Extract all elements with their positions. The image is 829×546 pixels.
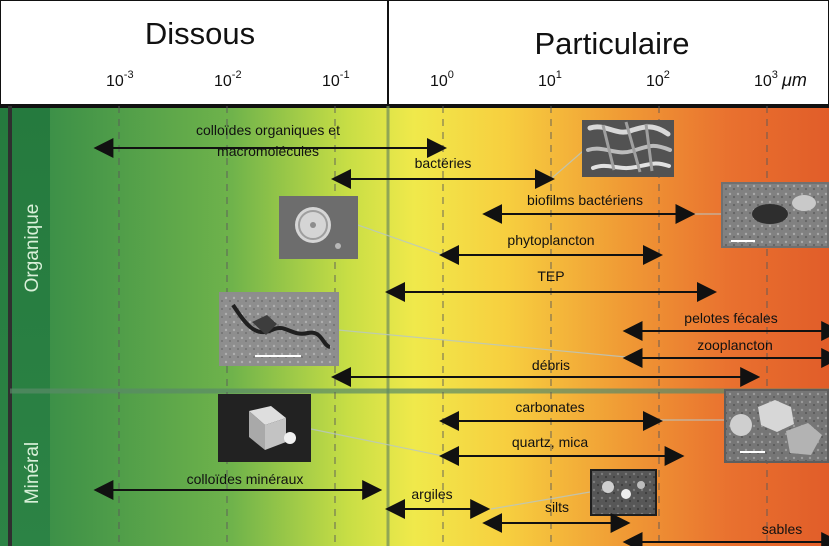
dissolved-title: Dissous: [145, 16, 255, 51]
debris-photo: [219, 292, 339, 366]
tick-label: 10-3: [106, 69, 134, 90]
bacteries-label: bactéries: [415, 155, 472, 171]
size-gradient: [0, 106, 829, 546]
quartz-label: quartz, mica: [512, 434, 588, 450]
carbonates-label: carbonates: [515, 399, 584, 415]
silts-label: silts: [545, 499, 569, 515]
colloides-organiques-label: macromolécules: [217, 143, 319, 159]
mineral-row-label: Minéral: [22, 442, 43, 504]
pelotes-label: pelotes fécales: [684, 310, 777, 326]
crystal-photo: [218, 394, 311, 462]
biofilm-photo: [721, 182, 829, 248]
particulate-title: Particulaire: [534, 26, 689, 61]
tick-labels: 10-3 10-2 10-1 100 101 102 103: [106, 69, 778, 90]
unit-label: μm: [781, 70, 807, 90]
size-ranges: colloïdes organiques et macromolécules bac…: [93, 122, 829, 546]
colloides-organiques-label: colloïdes organiques et: [196, 122, 340, 138]
organic-row-label: Organique: [22, 204, 43, 293]
tick-label: 10-1: [322, 69, 350, 90]
colloides-mineraux-label: colloïdes minéraux: [187, 471, 304, 487]
tick-label: 100: [430, 69, 454, 90]
debris-label: débris: [532, 357, 570, 373]
tep-label: TEP: [537, 268, 564, 284]
sables-label: sables: [762, 521, 802, 537]
bacteria-photo: [582, 120, 674, 177]
tick-label: 102: [646, 69, 670, 90]
silt-photo: [590, 469, 657, 516]
guide-lines: [118, 106, 768, 546]
header-frame: [0, 0, 829, 107]
tick-label: 10-2: [214, 69, 242, 90]
diatom-photo: [279, 196, 358, 259]
biofilms-label: biofilms bactériens: [527, 192, 643, 208]
phytoplancton-label: phytoplancton: [507, 232, 594, 248]
tick-label: 101: [538, 69, 562, 90]
argiles-label: argiles: [411, 486, 452, 502]
tick-label: 103: [754, 69, 778, 90]
photo-connectors: [310, 144, 724, 510]
carbonate-photo: [724, 389, 829, 463]
zooplancton-label: zooplancton: [697, 337, 773, 353]
